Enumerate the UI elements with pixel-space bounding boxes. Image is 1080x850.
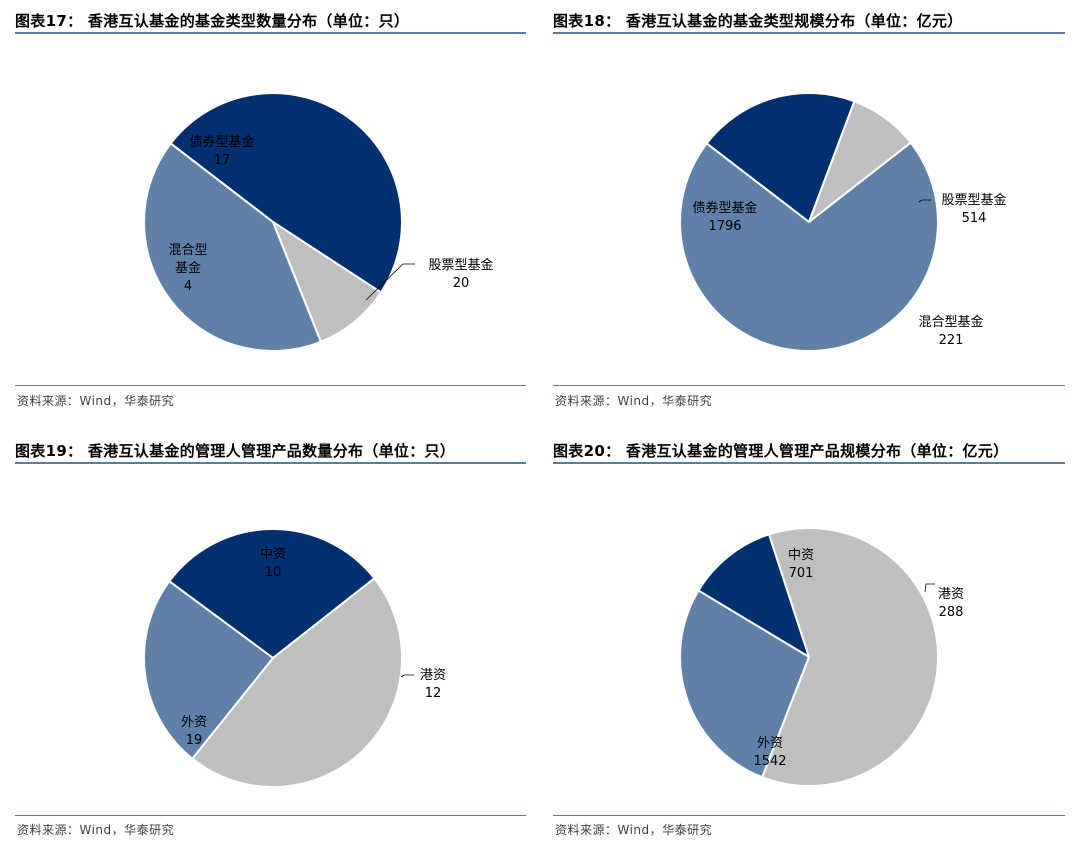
slice-label: 债券型基金 1796 — [692, 200, 757, 234]
title-rule — [553, 462, 1065, 464]
pie-chart-20: 港资 288 外资 1542 中资 701 — [679, 527, 964, 787]
source-note: 资料来源：Wind，华泰研究 — [555, 394, 713, 408]
leader-line — [365, 263, 415, 301]
leader-line — [918, 199, 931, 203]
source-note: 资料来源：Wind，华泰研究 — [17, 823, 175, 837]
slice-label: 混合型基金 4 — [168, 243, 207, 294]
chart-panel-18: 图表18： 香港互认基金的基金类型规模分布（单位：亿元） 股票型基金 514 混合型… — [553, 10, 1065, 410]
pie-chart-17: 股票型基金 20 混合型基金 4 债券型基金 17 — [143, 92, 494, 352]
source-note: 资料来源：Wind，华泰研究 — [17, 394, 175, 408]
slice-label: 股票型基金 20 — [428, 257, 493, 291]
slice-label: 中资 10 — [260, 547, 286, 580]
title-rule — [553, 32, 1065, 34]
pie-slice — [697, 533, 810, 658]
title-rule — [15, 32, 526, 34]
leader-line — [924, 583, 935, 593]
slice-label: 债券型基金 17 — [189, 134, 254, 168]
pie-slice — [143, 580, 274, 760]
leader-line — [400, 674, 414, 678]
slice-label: 中资 701 — [788, 548, 814, 581]
source-note: 资料来源：Wind，华泰研究 — [555, 823, 713, 837]
slice-label: 港资 288 — [938, 587, 964, 620]
pie-chart-18: 股票型基金 514 混合型基金 221 债券型基金 1796 — [678, 92, 1007, 352]
source-rule — [553, 385, 1065, 386]
source-rule — [15, 385, 526, 386]
pie-slice — [168, 528, 376, 659]
pie-slice — [761, 527, 940, 787]
pie-slice — [705, 92, 856, 223]
pie-slice — [169, 92, 403, 294]
pie-slice — [678, 141, 939, 352]
slice-label: 港资 12 — [420, 668, 446, 701]
source-rule — [553, 815, 1065, 816]
slice-label: 股票型基金 514 — [941, 192, 1006, 226]
slice-label: 外资 19 — [181, 715, 207, 748]
pie-chart-19: 港资 12 外资 19 中资 10 — [143, 528, 446, 788]
title-rule — [15, 462, 526, 464]
chart-title: 图表18： 香港互认基金的基金类型规模分布（单位：亿元） — [553, 12, 963, 30]
pie-slice — [143, 142, 322, 352]
pie-slice — [272, 221, 383, 343]
chart-panel-20: 图表20： 香港互认基金的管理人管理产品规模分布（单位：亿元） 港资 288 外资 1… — [553, 440, 1065, 840]
source-rule — [15, 815, 526, 816]
slice-label: 外资 1542 — [753, 736, 786, 769]
chart-title: 图表19： 香港互认基金的管理人管理产品数量分布（单位：只） — [15, 442, 456, 460]
chart-title: 图表17： 香港互认基金的基金类型数量分布（单位：只） — [15, 12, 410, 30]
chart-panel-17: 图表17： 香港互认基金的基金类型数量分布（单位：只） 股票型基金 20 混合型基金… — [15, 10, 526, 410]
slice-label: 混合型基金 221 — [918, 314, 983, 348]
pie-slice — [191, 577, 404, 788]
pie-slice — [679, 589, 810, 779]
chart-title: 图表20： 香港互认基金的管理人管理产品规模分布（单位：亿元） — [553, 442, 1009, 460]
chart-panel-19: 图表19： 香港互认基金的管理人管理产品数量分布（单位：只） 港资 12 外资 19 中… — [15, 440, 526, 840]
